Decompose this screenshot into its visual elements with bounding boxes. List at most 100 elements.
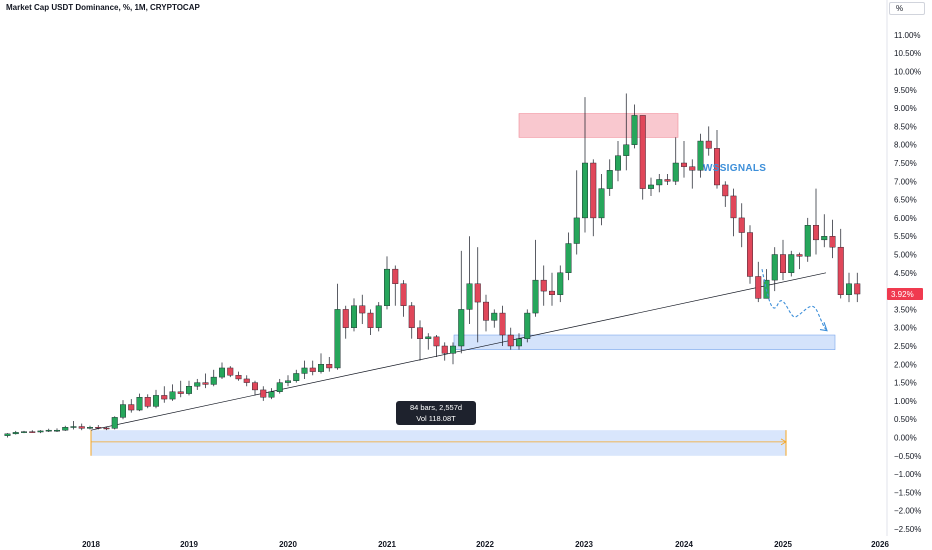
- candle-body: [235, 375, 242, 380]
- time-tick-label: 2018: [82, 540, 100, 549]
- candle-body: [243, 378, 250, 383]
- price-tick-label: 6.50%: [894, 196, 917, 205]
- price-tick-label: −1.50%: [894, 488, 921, 497]
- candle-body: [12, 432, 19, 435]
- candle-body: [590, 162, 597, 219]
- price-tick-label: 8.00%: [894, 141, 917, 150]
- time-tick-label: 2020: [279, 540, 297, 549]
- candle-body: [631, 115, 638, 145]
- candle-body: [639, 115, 646, 189]
- candle-body: [664, 179, 671, 182]
- candle-body: [697, 140, 704, 171]
- candle-body: [367, 312, 374, 328]
- time-tick-label: 2022: [476, 540, 494, 549]
- candle-body: [656, 179, 663, 186]
- candle-body: [351, 305, 358, 328]
- candle-body: [54, 429, 61, 432]
- price-tick-label: 11.00%: [894, 31, 921, 40]
- candle-body: [623, 144, 630, 156]
- price-tick-label: 8.50%: [894, 122, 917, 131]
- measure-arrow-head: [780, 438, 787, 446]
- candle-body: [771, 254, 778, 281]
- forecast-arrow-head: [819, 322, 828, 332]
- candle-body: [837, 246, 844, 295]
- candle-body: [516, 338, 523, 347]
- time-tick-label: 2025: [774, 540, 792, 549]
- candle-body: [755, 276, 762, 299]
- candle-body: [29, 431, 36, 433]
- candles-group: [4, 93, 861, 438]
- candle-body: [780, 254, 787, 273]
- price-tick-label: 4.50%: [894, 269, 917, 278]
- forecast-path: [761, 269, 827, 330]
- candle-body: [400, 283, 407, 306]
- candle-body: [62, 427, 69, 431]
- price-tick-label: 0.50%: [894, 415, 917, 424]
- candle-body: [450, 345, 457, 354]
- price-axis[interactable]: 11.00% 10.50% 10.00% 9.50% 9.00% 8.50% 8.00% 7.…: [894, 31, 921, 534]
- price-tick-label: −2.00%: [894, 507, 921, 516]
- demand-zone-box[interactable]: [453, 334, 836, 350]
- candle-body: [714, 148, 721, 186]
- candle-body: [293, 373, 300, 381]
- time-axis[interactable]: 2018 2019 2020 2021 2022 2023 2024 2025 2026: [82, 540, 889, 549]
- candle-body: [86, 427, 93, 429]
- candle-body: [276, 382, 283, 392]
- measure-volume-text: Vol 118.08T: [416, 414, 456, 423]
- last-price-label: 3.92%: [887, 288, 923, 301]
- candle-body: [309, 367, 316, 372]
- candle-body: [615, 155, 622, 171]
- candle-body: [854, 283, 861, 295]
- candle-body: [128, 404, 135, 411]
- time-tick-label: 2019: [180, 540, 198, 549]
- candle-body: [507, 334, 514, 347]
- candle-body: [301, 367, 308, 374]
- measure-tooltip: 84 bars, 2,557d Vol 118.08T: [396, 401, 476, 425]
- price-tick-label: −1.00%: [894, 470, 921, 479]
- unit-selector[interactable]: %: [889, 2, 925, 15]
- candle-body: [375, 305, 382, 328]
- candle-body: [136, 397, 143, 411]
- price-tick-label: 3.50%: [894, 305, 917, 314]
- candle-body: [45, 429, 52, 432]
- candle-body: [582, 162, 589, 219]
- price-tick-label: −2.50%: [894, 525, 921, 534]
- forecast-arrow: [761, 269, 828, 332]
- measure-range-box[interactable]: [91, 430, 786, 456]
- candle-body: [549, 290, 556, 295]
- price-tick-label: 5.50%: [894, 232, 917, 241]
- candle-body: [466, 283, 473, 310]
- candle-body: [532, 279, 539, 314]
- candle-body: [524, 312, 531, 339]
- candle-body: [796, 254, 803, 257]
- candle-body: [202, 382, 209, 385]
- candle-body: [4, 433, 11, 436]
- price-tick-label: 7.00%: [894, 177, 917, 186]
- trend-line-group: [90, 272, 827, 431]
- candle-body: [648, 184, 655, 189]
- candle-body: [119, 404, 126, 418]
- candle-body: [103, 427, 110, 430]
- candle-body: [185, 386, 192, 394]
- price-tick-label: 2.00%: [894, 360, 917, 369]
- time-tick-label: 2024: [675, 540, 693, 549]
- candle-body: [441, 345, 448, 354]
- candle-body: [342, 309, 349, 328]
- candle-body: [565, 243, 572, 274]
- price-tick-label: 9.50%: [894, 86, 917, 95]
- candle-body: [70, 426, 77, 428]
- candle-body: [169, 391, 176, 400]
- candle-body: [788, 254, 795, 273]
- price-tick-label: −0.50%: [894, 452, 921, 461]
- chart-zones: [90, 113, 836, 456]
- candle-body: [21, 431, 28, 433]
- candle-body: [268, 391, 275, 398]
- candle-body: [829, 235, 836, 248]
- candle-body: [260, 389, 267, 398]
- candle-body: [161, 395, 168, 400]
- candle-body: [598, 188, 605, 219]
- supply-zone-box[interactable]: [518, 113, 679, 138]
- support-trend-line[interactable]: [90, 272, 827, 431]
- candle-body: [95, 427, 102, 429]
